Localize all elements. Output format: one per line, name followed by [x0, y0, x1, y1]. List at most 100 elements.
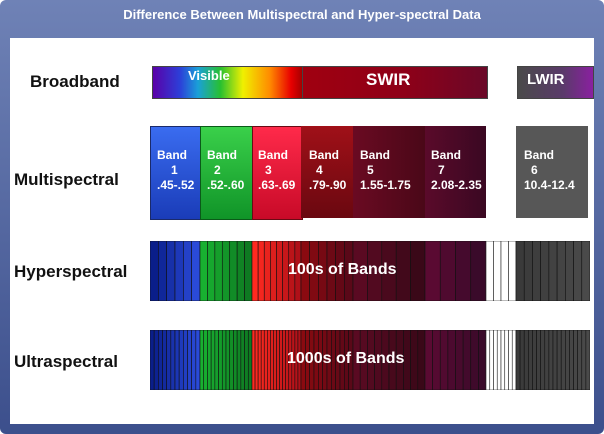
- band-7-box: [425, 126, 486, 218]
- stripe: [455, 241, 472, 301]
- stripe: [251, 241, 259, 301]
- stripe: [178, 330, 184, 390]
- stripe: [174, 241, 184, 301]
- stripe: [519, 330, 525, 390]
- stripe: [560, 330, 566, 390]
- band-4-text: Band 4 .79-.90: [309, 148, 347, 192]
- band-1-text: Band 1 .45-.52: [157, 148, 195, 192]
- stripe: [240, 330, 245, 390]
- band-4-box: [301, 126, 353, 218]
- stripe: [270, 330, 274, 390]
- stripe: [532, 330, 537, 390]
- band-7-text: Band 7 2.08-2.35: [431, 148, 482, 192]
- stripe: [500, 330, 506, 390]
- broadband-lwir-label: LWIR: [527, 71, 565, 88]
- stripe: [447, 330, 456, 390]
- stripe: [153, 330, 159, 390]
- row-label-ultraspectral: Ultraspectral: [14, 352, 118, 371]
- stripe: [523, 241, 533, 301]
- stripe: [282, 330, 286, 390]
- stripe: [257, 330, 262, 390]
- stripe: [556, 330, 562, 390]
- stripe: [532, 241, 541, 301]
- stripe: [508, 241, 517, 301]
- stripe: [276, 241, 283, 301]
- stripe: [552, 330, 558, 390]
- stripe: [199, 330, 205, 390]
- stripe: [424, 241, 441, 301]
- stripe: [536, 330, 541, 390]
- stripe: [493, 330, 498, 390]
- ultraspectral-bar: [150, 330, 590, 390]
- band-3-text: Band 3 .63-.69: [258, 148, 296, 192]
- stripe: [528, 330, 533, 390]
- stripe: [166, 330, 172, 390]
- stripe: [210, 330, 216, 390]
- stripe: [496, 330, 502, 390]
- stripe: [263, 330, 268, 390]
- stripe: [195, 330, 201, 390]
- broadband-swir-bar: [302, 66, 488, 99]
- stripe: [581, 330, 587, 390]
- stripe: [203, 330, 208, 390]
- band-3-box: [252, 126, 303, 220]
- ultraspectral-label: 1000s of Bands: [287, 350, 405, 367]
- stripe: [150, 330, 155, 390]
- stripe: [573, 241, 583, 301]
- stripe: [263, 241, 271, 301]
- stripe: [489, 330, 494, 390]
- stripe: [556, 241, 566, 301]
- stripe: [462, 330, 472, 390]
- stripe: [187, 330, 192, 390]
- stripe: [166, 241, 176, 301]
- stripe: [221, 241, 231, 301]
- stripe: [508, 330, 513, 390]
- stripe: [251, 330, 256, 390]
- stripe: [455, 330, 464, 390]
- stripe: [439, 241, 456, 301]
- stripe: [410, 330, 419, 390]
- stripe: [569, 330, 574, 390]
- stripe: [150, 241, 159, 301]
- broadband-swir-label: SWIR: [366, 70, 411, 89]
- stripe: [504, 330, 509, 390]
- stripe: [585, 330, 590, 390]
- stripe: [254, 330, 259, 390]
- stripe: [515, 330, 521, 390]
- broadband-lwir-bar: [517, 66, 594, 99]
- stripe: [470, 241, 487, 301]
- hyperspectral-bar: [150, 241, 590, 301]
- band-5-box: [353, 126, 425, 218]
- stripe: [565, 241, 574, 301]
- stripe: [207, 241, 216, 301]
- row-label-hyperspectral: Hyperspectral: [14, 262, 128, 281]
- stripe: [565, 330, 570, 390]
- stripe: [174, 330, 180, 390]
- band-1-box: [150, 126, 202, 220]
- stripe: [540, 241, 550, 301]
- stripe: [276, 330, 280, 390]
- stripe: [403, 330, 411, 390]
- stripe: [225, 330, 231, 390]
- stripe: [548, 330, 554, 390]
- stripe: [478, 330, 487, 390]
- stripe: [244, 330, 249, 390]
- stripe: [158, 241, 167, 301]
- stripe: [439, 330, 449, 390]
- stripe: [581, 241, 590, 301]
- stripe: [236, 241, 245, 301]
- stripe: [424, 330, 433, 390]
- stripe: [577, 330, 583, 390]
- stripe: [183, 241, 192, 301]
- stripe: [279, 330, 283, 390]
- stripe: [158, 330, 163, 390]
- stripe: [500, 241, 509, 301]
- stripe: [515, 241, 525, 301]
- band-5-text: Band 5 1.55-1.75: [360, 148, 411, 192]
- stripe: [191, 241, 201, 301]
- stripe: [244, 241, 253, 301]
- stripe: [540, 330, 546, 390]
- band-2-text: Band 2 .52-.60: [207, 148, 245, 192]
- stripe: [432, 330, 441, 390]
- stripe: [233, 330, 238, 390]
